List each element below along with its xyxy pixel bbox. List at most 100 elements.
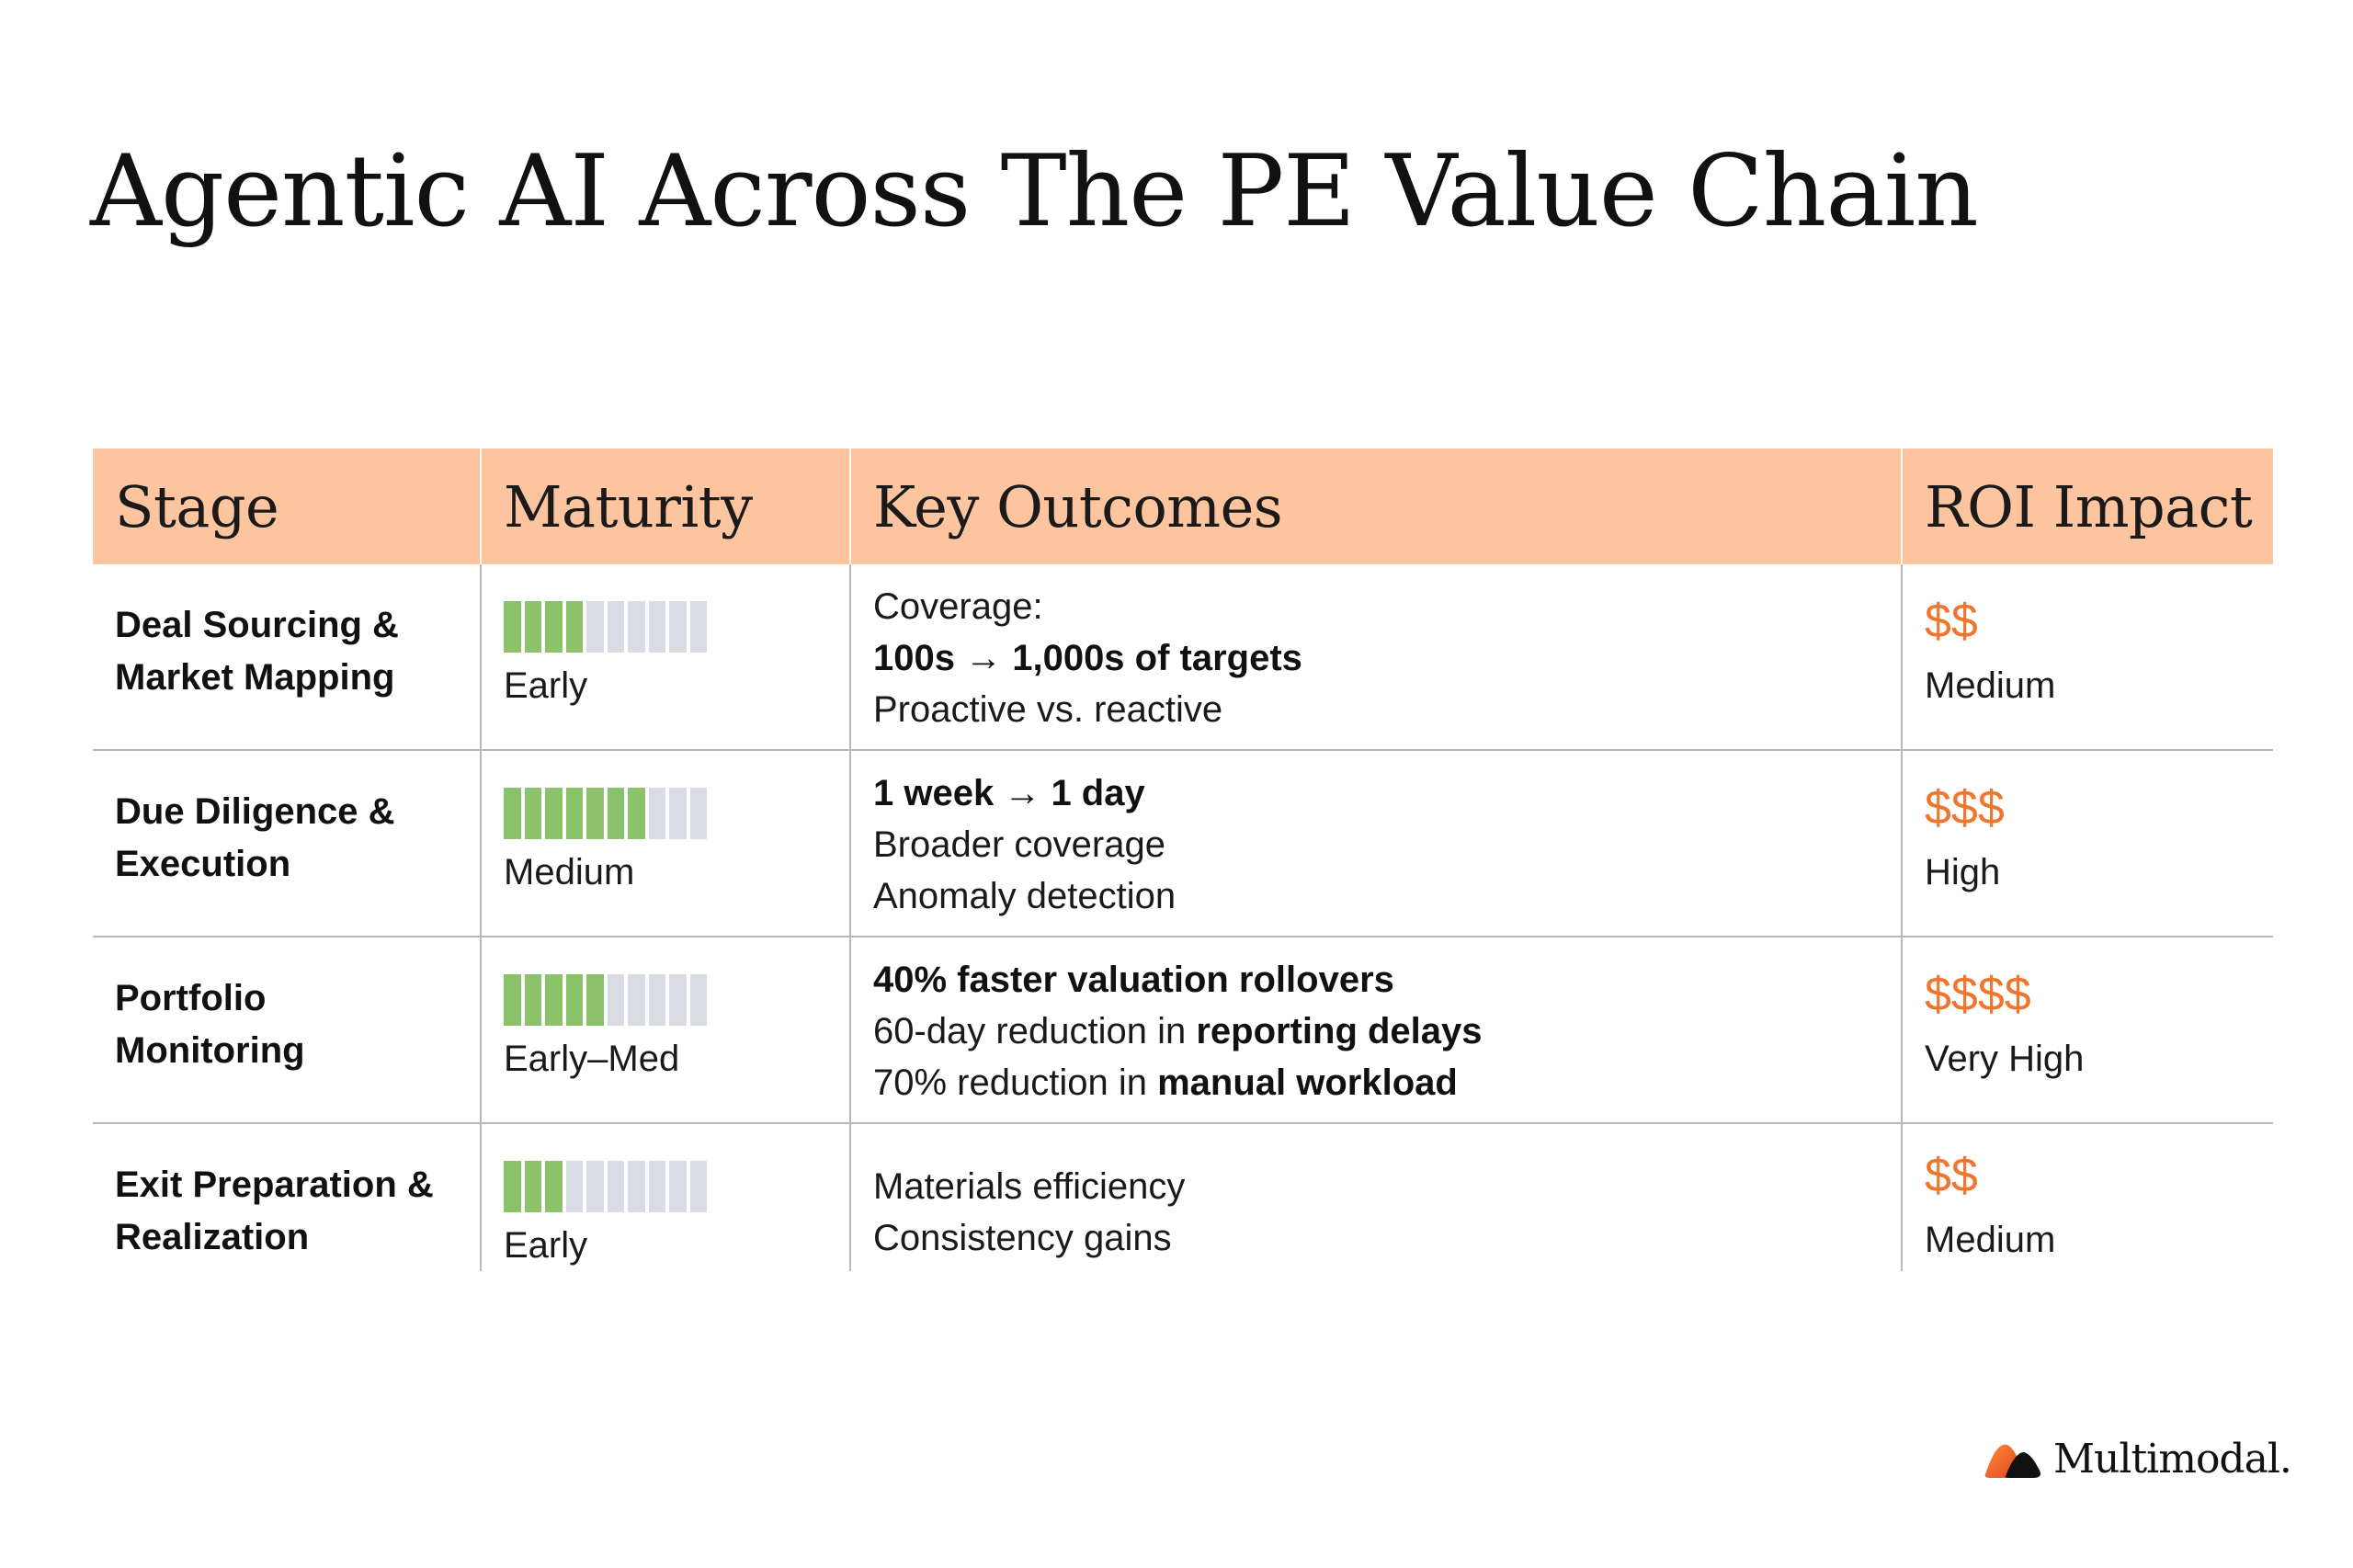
- maturity-segment-filled: [524, 974, 541, 1026]
- maturity-segment-filled: [504, 788, 521, 839]
- maturity-cell: Early–Med: [482, 937, 851, 1122]
- outcome-text-bold: 1 week → 1 day: [873, 773, 1145, 813]
- roi-label: Medium: [1925, 665, 2056, 706]
- key-outcomes-cell: 40% faster valuation rollovers 60-day red…: [851, 937, 1903, 1122]
- table-body: Deal Sourcing & Market Mapping Early Covera…: [93, 564, 2273, 1271]
- maturity-label: Early: [504, 665, 588, 706]
- maturity-segment-filled: [524, 788, 541, 839]
- stage-cell: Deal Sourcing & Market Mapping: [93, 564, 482, 749]
- maturity-segment-filled: [545, 601, 563, 653]
- maturity-segment-filled: [607, 788, 624, 839]
- maturity-bar: [504, 974, 849, 1026]
- outcome-line: Anomaly detection: [873, 870, 1901, 922]
- maturity-bar: [504, 601, 849, 653]
- header-key-outcomes: Key Outcomes: [851, 449, 1903, 564]
- maturity-segment-empty: [586, 601, 604, 653]
- header-roi-impact: ROI Impact: [1925, 472, 2253, 540]
- stage-label: Realization: [115, 1217, 310, 1257]
- outcome-line: 100s → 1,000s of targets: [873, 632, 1901, 684]
- maturity-segment-filled: [565, 601, 583, 653]
- roi-cell: $$$ High: [1903, 751, 2273, 936]
- header-maturity: Maturity: [482, 449, 851, 564]
- maturity-segment-filled: [628, 788, 645, 839]
- stage-label: Monitoring: [115, 1030, 305, 1071]
- maturity-segment-empty: [648, 974, 665, 1026]
- stage-cell: Exit Preparation & Realization: [93, 1124, 482, 1271]
- roi-dollars: $$$$: [1925, 968, 2031, 1021]
- roi-dollars: $$: [1925, 1149, 1978, 1202]
- table-header-row: Stage Maturity Key Outcomes ROI Impact: [93, 449, 2273, 564]
- stage-label: Due Diligence &: [115, 791, 395, 832]
- maturity-segment-empty: [669, 788, 687, 839]
- outcome-line: Coverage:: [873, 581, 1901, 632]
- value-chain-table: Stage Maturity Key Outcomes ROI Impact D…: [93, 449, 2273, 1271]
- outcome-line: Consistency gains: [873, 1212, 1901, 1264]
- roi-label: High: [1925, 852, 2001, 892]
- maturity-segment-empty: [689, 1161, 707, 1212]
- roi-cell: $$ Medium: [1903, 1124, 2273, 1271]
- roi-cell: $$$$ Very High: [1903, 937, 2273, 1122]
- stage-label: Exit Preparation &: [115, 1165, 434, 1205]
- maturity-bar: [504, 1161, 849, 1212]
- outcome-text: 70% reduction in: [873, 1062, 1158, 1103]
- maturity-segment-empty: [689, 601, 707, 653]
- maturity-segment-filled: [504, 601, 521, 653]
- maturity-segment-filled: [504, 974, 521, 1026]
- outcome-text-bold: reporting delays: [1196, 1011, 1483, 1051]
- outcome-line: 1 week → 1 day: [873, 767, 1901, 819]
- outcome-line: Proactive vs. reactive: [873, 684, 1901, 735]
- maturity-segment-empty: [669, 1161, 687, 1212]
- outcome-line: 70% reduction in manual workload: [873, 1057, 1901, 1108]
- maturity-segment-filled: [545, 974, 563, 1026]
- maturity-segment-empty: [607, 974, 624, 1026]
- maturity-segment-empty: [648, 1161, 665, 1212]
- outcome-text-bold: 40% faster valuation rollovers: [873, 960, 1394, 1000]
- maturity-segment-empty: [669, 974, 687, 1026]
- outcome-line: Broader coverage: [873, 819, 1901, 870]
- maturity-segment-filled: [586, 974, 604, 1026]
- maturity-cell: Early: [482, 564, 851, 749]
- maturity-segment-filled: [524, 1161, 541, 1212]
- table-row: Due Diligence & Execution Medium 1 week → 1…: [93, 751, 2273, 937]
- outcome-text: Materials efficiency: [873, 1166, 1186, 1207]
- maturity-cell: Early: [482, 1124, 851, 1271]
- multimodal-logo-icon: [1984, 1444, 2040, 1478]
- maturity-segment-filled: [545, 1161, 563, 1212]
- stage-label: Market Mapping: [115, 657, 395, 698]
- maturity-segment-empty: [689, 974, 707, 1026]
- maturity-segment-empty: [628, 1161, 645, 1212]
- outcome-line: 60-day reduction in reporting delays: [873, 1006, 1901, 1057]
- roi-dollars: $$$: [1925, 781, 2005, 835]
- outcome-text: 60-day reduction in: [873, 1011, 1197, 1051]
- maturity-segment-filled: [565, 974, 583, 1026]
- outcome-text: Proactive vs. reactive: [873, 689, 1223, 730]
- maturity-label: Early–Med: [504, 1039, 680, 1079]
- maturity-segment-filled: [545, 788, 563, 839]
- maturity-segment-filled: [524, 601, 541, 653]
- outcome-line: 40% faster valuation rollovers: [873, 954, 1901, 1006]
- outcome-text: Consistency gains: [873, 1218, 1172, 1258]
- maturity-bar: [504, 788, 849, 839]
- table-row: Portfolio Monitoring Early–Med 40% faster v…: [93, 937, 2273, 1124]
- table-row: Exit Preparation & Realization Early Materi…: [93, 1124, 2273, 1271]
- outcome-text-bold: 100s → 1,000s of targets: [873, 638, 1302, 678]
- maturity-segment-filled: [565, 788, 583, 839]
- header-stage: Stage: [93, 449, 482, 564]
- maturity-segment-empty: [648, 788, 665, 839]
- maturity-segment-empty: [586, 1161, 604, 1212]
- maturity-segment-filled: [504, 1161, 521, 1212]
- maturity-label: Medium: [504, 852, 635, 892]
- key-outcomes-cell: 1 week → 1 day Broader coverage Anomaly de…: [851, 751, 1903, 936]
- key-outcomes-cell: Materials efficiency Consistency gains: [851, 1124, 1903, 1271]
- roi-dollars: $$: [1925, 595, 1978, 648]
- maturity-segment-empty: [607, 1161, 624, 1212]
- stage-label: Execution: [115, 844, 291, 884]
- maturity-label: Early: [504, 1225, 588, 1266]
- table-row: Deal Sourcing & Market Mapping Early Covera…: [93, 564, 2273, 751]
- roi-label: Very High: [1925, 1039, 2085, 1079]
- page-title: Agentic AI Across The PE Value Chain: [90, 134, 1979, 249]
- maturity-segment-empty: [648, 601, 665, 653]
- outcome-line: Materials efficiency: [873, 1161, 1901, 1212]
- roi-cell: $$ Medium: [1903, 564, 2273, 749]
- maturity-segment-empty: [669, 601, 687, 653]
